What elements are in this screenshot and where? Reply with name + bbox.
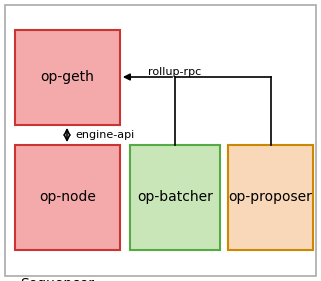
- Bar: [15, 145, 120, 250]
- Text: op-node: op-node: [39, 191, 96, 205]
- Text: Sequencer: Sequencer: [20, 277, 94, 281]
- Bar: [130, 145, 220, 250]
- Text: op-batcher: op-batcher: [137, 191, 213, 205]
- Text: engine-api: engine-api: [75, 130, 134, 140]
- Text: op-geth: op-geth: [40, 71, 94, 85]
- Bar: [228, 145, 313, 250]
- Text: op-proposer: op-proposer: [229, 191, 312, 205]
- Bar: [15, 30, 120, 125]
- Text: rollup-rpc: rollup-rpc: [148, 67, 201, 77]
